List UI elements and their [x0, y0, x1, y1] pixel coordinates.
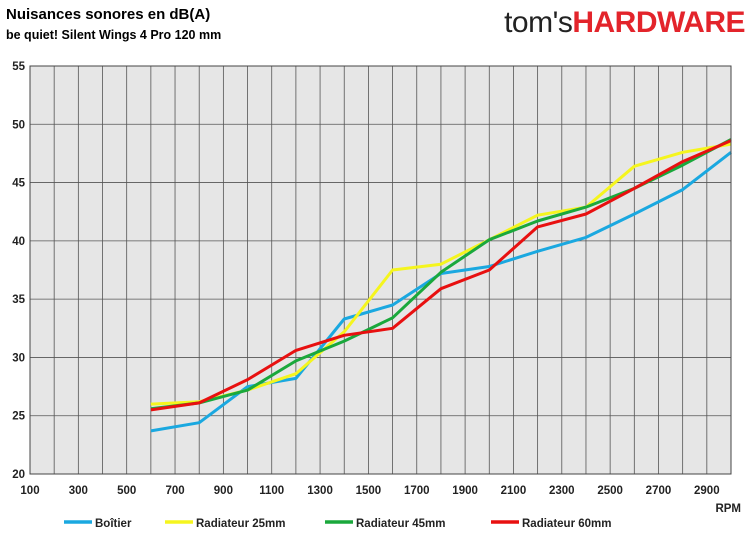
series-lines	[150, 138, 732, 433]
x-tick-label: 2100	[501, 485, 527, 497]
x-tick-label: 1500	[356, 485, 382, 497]
x-tick-label: 2500	[597, 485, 623, 497]
x-tick-label: 900	[214, 485, 233, 497]
x-tick-label: 700	[165, 485, 184, 497]
x-tick-label: 2300	[549, 485, 575, 497]
chart-subtitle: be quiet! Silent Wings 4 Pro 120 mm	[6, 28, 222, 42]
x-tick-label: 2900	[694, 485, 720, 497]
y-tick-label: 45	[12, 178, 25, 190]
x-tick-label: 300	[69, 485, 88, 497]
legend-label: Radiateur 60mm	[522, 518, 611, 530]
plot-area-background	[30, 66, 731, 474]
legend-label: Radiateur 45mm	[356, 518, 445, 530]
logo-text-hardware: HARDWARE	[572, 6, 745, 39]
y-tick-label: 55	[12, 61, 25, 73]
legend: Boîtier Radiateur 25mm Radiateur 45mm Radia…	[64, 518, 611, 530]
y-tick-label: 35	[12, 294, 25, 306]
y-tick-label: 40	[12, 236, 25, 248]
chart-title: Nuisances sonores en dB(A)	[6, 6, 211, 23]
plot-border	[29, 65, 732, 475]
legend-label: Boîtier	[95, 518, 132, 530]
x-tick-label: 100	[20, 485, 39, 497]
y-tick-label: 25	[12, 411, 25, 423]
logo-text-toms: tom's	[504, 6, 573, 39]
y-tick-label: 20	[12, 469, 25, 481]
x-tick-label: 2700	[646, 485, 672, 497]
x-tick-label: 1300	[307, 485, 333, 497]
x-tick-label: 500	[117, 485, 136, 497]
y-tick-label: 50	[12, 119, 25, 131]
axes: 20 25 30 35 40 45 50 55 100 300 500 700 900 1100 1300 1…	[12, 61, 741, 515]
x-axis-label: RPM	[715, 503, 741, 515]
legend-label: Radiateur 25mm	[196, 518, 285, 530]
y-tick-label: 30	[12, 352, 25, 364]
series-line	[150, 139, 732, 412]
x-tick-label: 1100	[259, 485, 284, 497]
toms-hardware-logo: tom'sHARDWARE	[504, 6, 745, 40]
x-tick-label: 1900	[452, 485, 478, 497]
x-tick-label: 1700	[404, 485, 430, 497]
